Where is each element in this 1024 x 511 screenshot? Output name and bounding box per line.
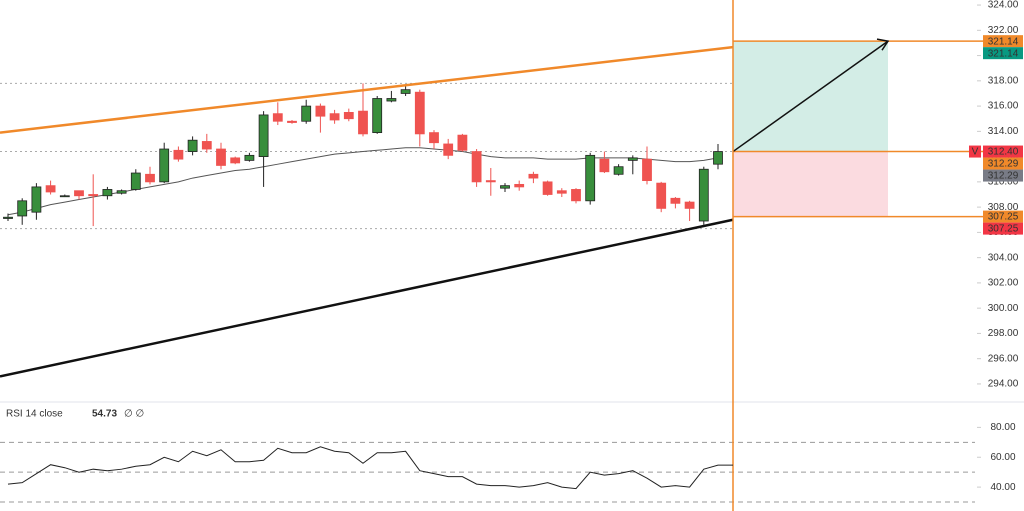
candle-body: [102, 189, 113, 197]
rsi-tick-label: 60.00: [990, 452, 1015, 463]
candle-body: [145, 173, 155, 183]
y-tick-label: 318.00: [988, 75, 1019, 86]
price-tag: [983, 47, 1023, 60]
alert-marker: V: [972, 147, 979, 158]
candle-body: [272, 113, 283, 122]
price-tag: [983, 35, 1023, 48]
alert-box: [969, 145, 981, 158]
candle-body: [329, 113, 340, 121]
candle-body: [414, 91, 425, 135]
price-tag-label: 312.29: [988, 159, 1019, 170]
candle-body: [471, 151, 482, 183]
price-tag: [983, 169, 1023, 182]
candle-body: [301, 105, 312, 122]
price-tag-label: 307.25: [988, 212, 1019, 223]
candle-body: [159, 148, 170, 183]
y-tick-label: 310.00: [988, 177, 1019, 188]
candle-body: [74, 190, 84, 197]
candle-body: [429, 132, 439, 144]
candle-body: [244, 154, 255, 161]
candle-body: [3, 216, 13, 219]
price-tag-label: 321.14: [988, 36, 1019, 47]
y-tick-label: 302.00: [988, 278, 1019, 289]
rsi-label: RSI 14 close: [6, 409, 63, 420]
candle-body: [88, 194, 99, 197]
arrow-head: [876, 38, 890, 51]
price-tag-label: 321.14: [988, 48, 1019, 59]
candle-body: [698, 168, 709, 222]
y-tick-label: 294.00: [988, 379, 1019, 390]
candle-body: [485, 180, 496, 183]
candle-body: [187, 139, 198, 152]
candle-body: [528, 173, 539, 179]
y-tick-label: 296.00: [988, 353, 1019, 364]
candle-body: [130, 172, 141, 190]
candle-body: [315, 105, 326, 117]
y-tick-label: 314.00: [988, 126, 1019, 137]
y-tick-label: 298.00: [988, 328, 1019, 339]
candle-body: [400, 89, 411, 94]
moving-average: [7, 147, 719, 216]
candle-body: [45, 185, 56, 193]
candle-body: [542, 181, 553, 195]
candle-body: [230, 157, 241, 164]
price-tag: [983, 157, 1023, 170]
candle-body: [386, 98, 397, 102]
rsi-tick-label: 80.00: [990, 422, 1015, 433]
candle-body: [670, 197, 681, 204]
candle-body: [713, 151, 723, 165]
candle-body: [556, 190, 567, 194]
candle-body: [684, 201, 695, 209]
projection-arrow: [732, 40, 889, 153]
rsi-line: [7, 446, 733, 490]
candle-body: [372, 98, 383, 134]
candle-body: [216, 148, 226, 166]
y-tick-label: 304.00: [988, 252, 1019, 263]
candle-body: [585, 154, 596, 202]
candle-body: [258, 114, 269, 158]
rsi-value: 54.73: [92, 409, 117, 420]
candle-body: [358, 110, 368, 135]
candle-body: [443, 143, 454, 156]
candle-body: [500, 185, 510, 189]
price-tag-label: 307.25: [988, 224, 1019, 235]
price-tag: [983, 210, 1023, 223]
y-tick-label: 316.00: [988, 101, 1019, 112]
candle-body: [642, 158, 652, 182]
candle-body: [59, 195, 70, 198]
candle-body: [17, 200, 28, 217]
candle-body: [656, 182, 667, 209]
candle-body: [613, 166, 624, 175]
y-tick-label: 308.00: [988, 202, 1019, 213]
candle-body: [116, 190, 127, 194]
candle-body: [514, 183, 525, 188]
candle-body: [173, 149, 184, 160]
y-tick-label: 322.00: [988, 25, 1019, 36]
trendline: [0, 218, 734, 378]
price-tag: [983, 145, 1023, 158]
loss-zone: [733, 151, 888, 217]
price-tag-label: 312.29: [988, 171, 1019, 182]
candle-body: [287, 120, 297, 123]
candle-body: [457, 134, 468, 151]
candle-body: [599, 158, 610, 173]
y-tick-label: 300.00: [988, 303, 1019, 314]
candle-body: [201, 141, 212, 150]
trendline: [0, 45, 734, 134]
price-tag: [983, 222, 1023, 235]
candle-body: [343, 112, 354, 120]
price-tag-label: 312.40: [988, 147, 1019, 158]
candle-body: [627, 157, 638, 161]
candle-body: [31, 186, 42, 213]
candle-body: [571, 189, 581, 202]
rsi-extra: ∅ ∅: [124, 409, 144, 420]
y-tick-label: 324.00: [988, 0, 1019, 11]
rsi-tick-label: 40.00: [990, 482, 1015, 493]
